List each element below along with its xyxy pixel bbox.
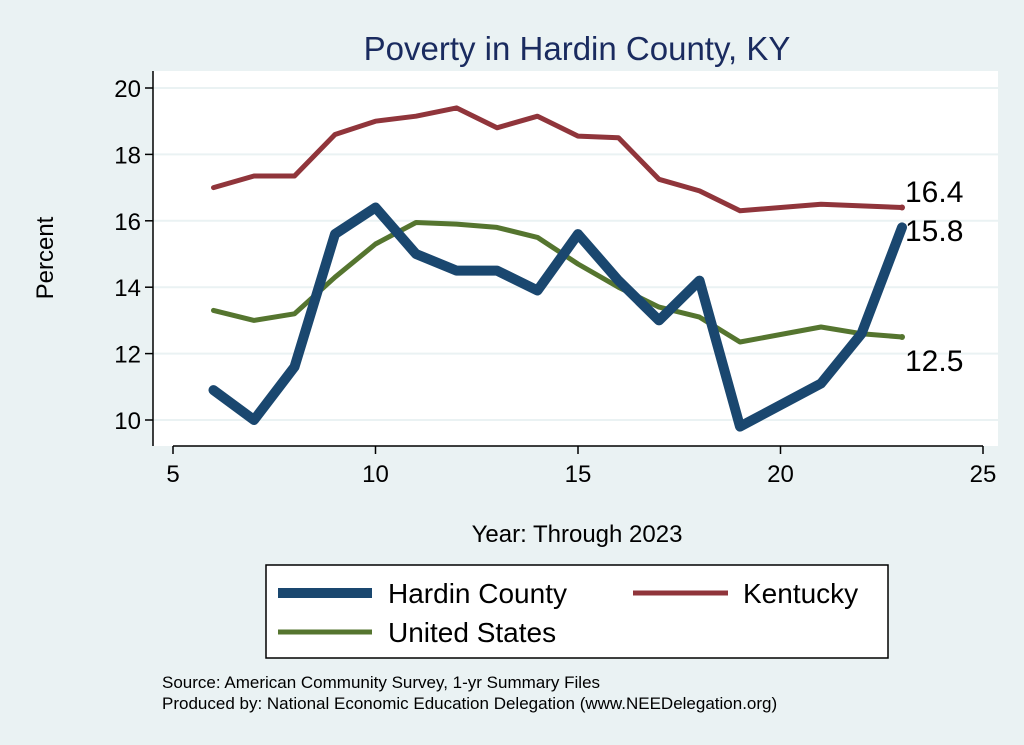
chart-title: Poverty in Hardin County, KY: [364, 30, 791, 67]
series-end-point-united-states: [899, 334, 905, 340]
y-tick-label-16: 16: [114, 209, 141, 236]
series-end-point-kentucky: [899, 204, 905, 211]
tick-labels: 10 12 14 16 18 20 5 10 15 20 25: [114, 76, 996, 488]
y-tick-label-12: 12: [114, 342, 141, 369]
y-axis-title: Percent: [32, 216, 59, 299]
x-axis-title: Year: Through 2023: [472, 521, 683, 548]
series-end-point-hardin-county: [899, 224, 905, 231]
x-tick-label-20: 20: [767, 461, 794, 488]
y-tick-label-20: 20: [114, 76, 141, 103]
x-tick-label-10: 10: [362, 461, 389, 488]
y-tick-label-18: 18: [114, 142, 141, 169]
legend-box: [265, 564, 889, 659]
legend-label-united-states: United States: [388, 617, 556, 648]
end-label-0: 16.4: [905, 176, 963, 209]
end-label-1: 15.8: [905, 215, 963, 248]
y-tick-label-14: 14: [114, 275, 141, 302]
source-note: Source: American Community Survey, 1-yr …: [162, 673, 600, 692]
x-tick-label-15: 15: [565, 461, 592, 488]
legend: Hardin County Kentucky United States: [265, 564, 889, 659]
axes: [145, 71, 984, 454]
y-tick-label-10: 10: [114, 408, 141, 435]
series-line-kentucky: [211, 105, 905, 214]
x-tick-label-25: 25: [970, 461, 997, 488]
series-line-hardin-county: [208, 202, 907, 432]
series-lines: [208, 105, 907, 432]
producer-note: Produced by: National Economic Education…: [162, 694, 777, 713]
end-label-2: 12.5: [905, 345, 963, 378]
end-labels: 16.4 15.8 12.5: [905, 176, 963, 378]
legend-label-kentucky: Kentucky: [743, 578, 858, 609]
legend-label-hardin-county: Hardin County: [388, 578, 567, 609]
x-tick-label-5: 5: [166, 461, 179, 488]
